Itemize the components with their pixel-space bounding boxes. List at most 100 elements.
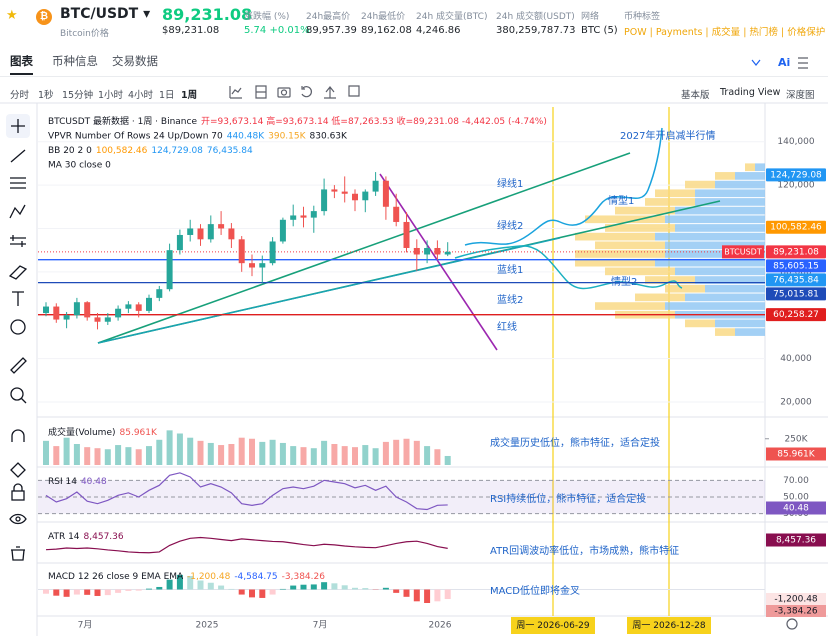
candle-body	[125, 304, 132, 309]
volume-bar	[290, 446, 297, 465]
view-button[interactable]: 深度图	[786, 90, 815, 101]
trash-tool[interactable]	[11, 546, 25, 561]
settings-icon[interactable]	[798, 57, 808, 69]
annotation: 红线	[497, 320, 517, 333]
tab[interactable]: 图表	[10, 53, 33, 75]
ruler-tool[interactable]	[10, 357, 27, 374]
candle-body	[310, 211, 317, 218]
candle-body	[279, 219, 286, 242]
symbol-text[interactable]: BTC/USDT	[60, 6, 139, 22]
coin-tag[interactable]: 热门榜	[749, 27, 778, 38]
stat-label: 24h最低价	[361, 12, 406, 22]
tab[interactable]: 币种信息	[52, 54, 98, 68]
pane-title: ATR 14	[48, 532, 80, 542]
tool-column[interactable]	[6, 114, 30, 561]
view-button[interactable]: 基本版	[681, 90, 710, 101]
fullscreen-icon[interactable]	[348, 85, 360, 97]
volume-bar	[166, 430, 173, 465]
value-tag	[766, 593, 826, 605]
legend-item: 100,582.46	[96, 146, 148, 156]
coin-tag[interactable]: 成交量	[711, 27, 741, 38]
toolbar-icons[interactable]	[229, 57, 808, 630]
date-marker	[511, 617, 595, 634]
legend-item: 124,729.08	[151, 146, 203, 156]
macd-bar	[156, 586, 163, 590]
macd-bar	[279, 588, 286, 590]
interval-button[interactable]: 1日	[159, 90, 175, 101]
pane-note: RSI持续低位，熊市特征，适合定投	[490, 492, 646, 505]
macd-bar	[382, 587, 389, 590]
undo-icon[interactable]	[301, 86, 312, 98]
coin-name: Bitcoin价格	[60, 29, 109, 39]
candle-body	[444, 251, 451, 255]
volume-bar	[434, 449, 441, 465]
candle-body	[197, 228, 204, 240]
ai-icon[interactable]: Ai	[778, 56, 790, 69]
price-tag-label: 75,015.81	[773, 289, 819, 299]
emoji-tool[interactable]	[10, 319, 26, 335]
macd-bar	[424, 589, 431, 603]
volume-bar	[279, 442, 286, 465]
volume-bar	[362, 445, 369, 465]
stat-value: 89,162.08	[361, 25, 412, 36]
y-tick-label: 80,000	[780, 267, 812, 277]
visibility-tool[interactable]	[9, 513, 27, 525]
volume-bar	[73, 444, 80, 465]
interval-button[interactable]: 1秒	[38, 90, 54, 101]
candle-body	[94, 317, 101, 322]
volume-bar	[249, 438, 255, 465]
volume-bar	[53, 446, 60, 465]
value-tag-label: -1,200.48	[774, 595, 818, 605]
macd-bar	[393, 589, 400, 593]
forecast-tool[interactable]	[10, 235, 26, 247]
lock-tool[interactable]	[11, 490, 25, 501]
fib-tool[interactable]	[10, 177, 26, 189]
legend-item: 830.63K	[310, 131, 348, 141]
candle-body	[321, 189, 328, 212]
candle-body	[115, 308, 122, 318]
vpvr-up	[655, 258, 765, 267]
screenshot-icon[interactable]	[277, 87, 291, 98]
template-icon[interactable]	[255, 85, 267, 99]
value-tag	[766, 605, 826, 617]
vpvr-down	[575, 232, 655, 241]
volume-bar	[94, 448, 101, 465]
crosshair-tool[interactable]	[11, 119, 25, 133]
pattern-tool[interactable]	[9, 204, 26, 219]
macd-bar	[115, 589, 122, 593]
macd-bar	[434, 589, 441, 602]
value-tag-label: 8,457.36	[776, 536, 816, 546]
view-button[interactable]: Trading View	[720, 87, 781, 98]
candle-body	[413, 247, 420, 255]
volume-bar	[156, 439, 163, 465]
volume-bar	[372, 448, 379, 465]
magnet-tool[interactable]	[11, 429, 25, 442]
brush-tool[interactable]	[8, 265, 28, 280]
annotation: 蓝线1	[497, 263, 523, 276]
pane-title: 成交量(Volume)	[48, 426, 116, 438]
interval-button[interactable]: 1小时	[98, 90, 124, 101]
interval-button[interactable]: 1周	[181, 90, 198, 101]
candle-body	[73, 302, 80, 316]
coin-tag[interactable]: POW	[624, 27, 647, 38]
interval-button[interactable]: 15分钟	[62, 90, 94, 101]
vpvr-up	[685, 293, 765, 302]
tab[interactable]: 交易数据	[112, 54, 158, 68]
macd-bar	[125, 589, 132, 591]
coin-tag[interactable]: Payments	[655, 27, 703, 38]
expand-icon[interactable]	[751, 59, 761, 66]
zoom-tool[interactable]	[10, 387, 24, 401]
coin-tag[interactable]: 价格保护	[787, 27, 826, 38]
symbol[interactable]: BTC/USDT ▾	[60, 6, 151, 22]
line-tool[interactable]	[10, 149, 26, 163]
settings-button[interactable]	[786, 618, 798, 630]
text-tool[interactable]	[12, 291, 24, 306]
interval-button[interactable]: 分时	[10, 90, 30, 101]
share-icon[interactable]	[324, 86, 336, 99]
volume-bar	[146, 446, 152, 465]
y-tick-label: 50.00	[783, 493, 809, 503]
interval-button[interactable]: 4小时	[128, 90, 154, 101]
draw-mode-tool[interactable]	[10, 462, 26, 478]
indicator-icon[interactable]	[229, 86, 242, 99]
favorite-star[interactable]: ★	[6, 8, 18, 23]
